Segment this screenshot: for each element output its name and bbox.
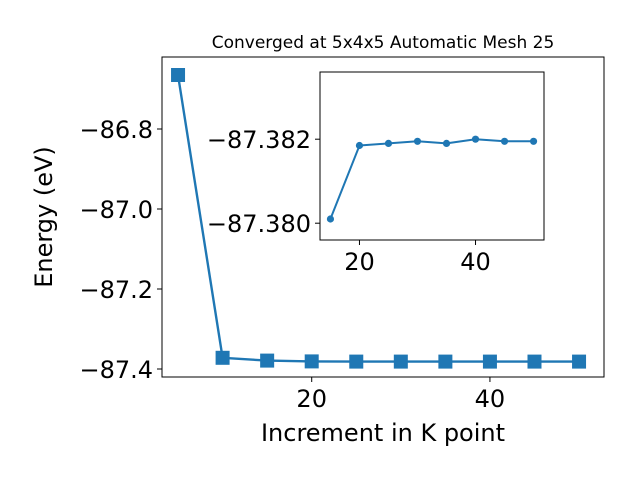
main-data-point — [393, 354, 408, 369]
main-data-point — [438, 354, 453, 369]
main-data-point — [304, 354, 319, 369]
inset-x-tick-label: 20 — [344, 248, 375, 276]
main-y-tick-label: −87.2 — [79, 276, 153, 304]
inset-data-point — [529, 137, 538, 145]
main-x-tick-label: 20 — [296, 385, 327, 413]
main-data-point — [527, 354, 542, 369]
main-plot-frame — [161, 56, 605, 378]
main-data-point — [482, 354, 497, 369]
main-y-tick-label: −87.0 — [79, 196, 153, 224]
inset-data-point — [442, 139, 451, 147]
inset-data-point — [471, 135, 480, 143]
y-axis-label: Energy (eV) — [30, 146, 58, 288]
main-series-line — [176, 74, 579, 363]
main-data-point — [572, 354, 587, 369]
inset-plot: 20 40 −87.380 −87.382 — [207, 71, 545, 276]
inset-plot-frame — [319, 71, 545, 241]
inset-background — [320, 72, 544, 240]
chart-title: Converged at 5x4x5 Automatic Mesh 25 — [212, 33, 555, 53]
main-y-tick-label: −87.4 — [79, 356, 153, 384]
inset-data-point — [500, 137, 509, 145]
inset-data-point — [326, 215, 335, 223]
main-y-tick-label: −86.8 — [79, 116, 153, 144]
inset-data-point — [355, 141, 364, 150]
main-data-point — [349, 354, 364, 369]
inset-y-tick-label: −87.380 — [207, 210, 311, 238]
inset-data-point — [413, 137, 422, 145]
inset-x-tick-label: 40 — [460, 248, 491, 276]
inset-series-line — [329, 138, 534, 220]
main-x-tick-label: 40 — [475, 385, 506, 413]
main-data-point — [215, 350, 230, 365]
main-plot: 20 40 −87.4 −87.2 −87.0 −86.8 — [79, 56, 605, 413]
x-axis-label: Increment in K point — [261, 419, 505, 447]
main-data-point — [171, 68, 186, 82]
inset-y-tick-label: −87.382 — [207, 126, 311, 154]
inset-data-point — [384, 139, 393, 147]
main-data-point — [260, 353, 275, 368]
